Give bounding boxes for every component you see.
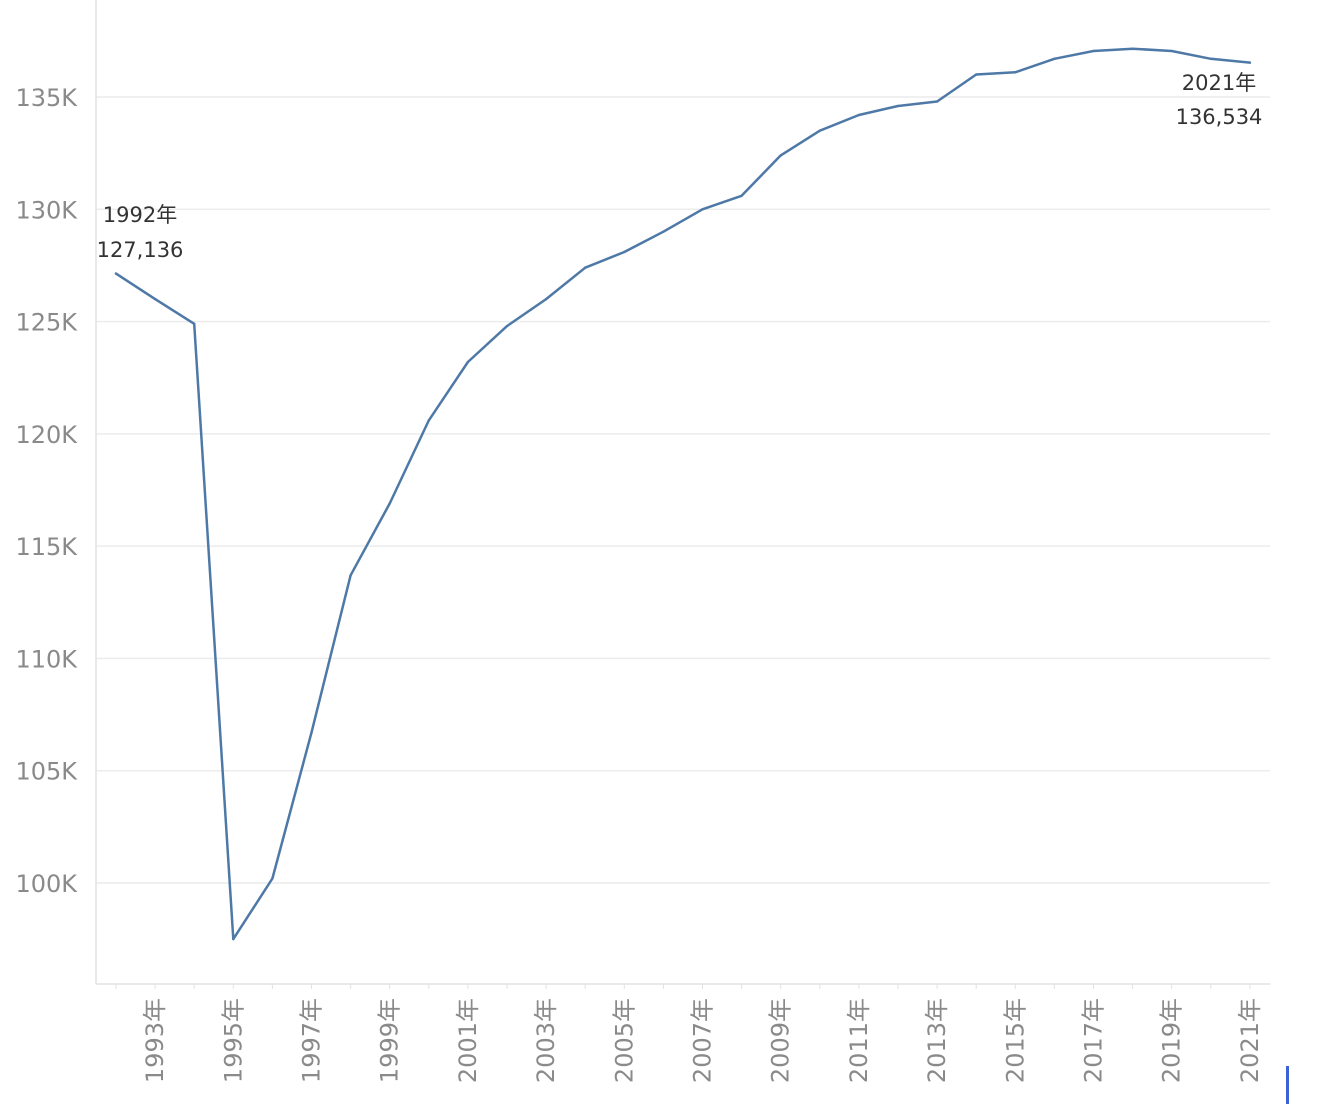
data-point-1994 (193, 322, 196, 326)
y-tick-label: 110K (15, 645, 78, 673)
data-point-2018 (1131, 47, 1134, 50)
x-tick-label: 1999年 (376, 998, 404, 1083)
data-point-2021 (1248, 61, 1252, 64)
x-tick-label: 1997年 (298, 998, 326, 1083)
annotation-2021: 2021年 136,534 (1176, 71, 1263, 129)
data-point-2013 (935, 100, 939, 103)
data-point-2011 (857, 113, 861, 117)
data-point-1995 (232, 937, 235, 941)
data-point-2001 (466, 360, 470, 364)
gridlines (96, 96, 1270, 884)
x-tick-label: 2013年 (923, 998, 951, 1083)
data-points (114, 47, 1252, 941)
data-point-2010 (818, 129, 821, 132)
data-point-2003 (544, 297, 548, 301)
x-tick-label: 2009年 (767, 998, 795, 1083)
y-tick-label: 105K (15, 758, 78, 786)
x-tick-label: 2007年 (689, 998, 717, 1083)
x-tick-label: 2001年 (454, 998, 482, 1083)
data-point-1996 (271, 877, 274, 880)
x-tick-label: 1993年 (141, 998, 169, 1083)
data-point-1997 (310, 731, 313, 734)
data-point-2014 (975, 73, 978, 76)
data-point-2002 (505, 324, 509, 328)
y-tick-label: 125K (15, 309, 78, 337)
annotation-1992-year: 1992年 (103, 203, 177, 227)
data-point-2000 (427, 419, 430, 422)
data-point-2006 (662, 230, 665, 233)
data-point-2017 (1092, 49, 1095, 53)
x-axis-tick-marks (115, 984, 1251, 989)
data-point-2016 (1053, 57, 1056, 61)
annotation-2021-year: 2021年 (1182, 71, 1256, 95)
x-tick-label: 2003年 (532, 998, 560, 1083)
text-cursor-marker (1286, 1066, 1289, 1104)
x-tick-label: 1995年 (219, 998, 247, 1083)
data-point-2005 (623, 250, 626, 254)
x-tick-label: 2015年 (1001, 998, 1029, 1083)
data-point-2004 (584, 266, 587, 269)
y-tick-label: 120K (15, 421, 78, 449)
annotation-1992: 1992年 127,136 (97, 203, 184, 262)
data-point-2015 (1014, 71, 1017, 74)
data-point-1998 (349, 574, 352, 577)
data-point-2008 (740, 194, 743, 198)
data-point-2009 (779, 154, 782, 157)
x-axis-tick-labels: 1993年 1995年 1997年 1999年 2001年 2003年 2005年 2007年… (141, 998, 1264, 1083)
x-tick-label: 2011年 (845, 998, 873, 1083)
y-tick-label: 130K (15, 196, 78, 224)
data-point-1993 (153, 297, 157, 301)
y-tick-label: 115K (15, 533, 78, 561)
data-point-2019 (1170, 49, 1173, 53)
data-point-1999 (388, 502, 391, 505)
annotation-2021-value: 136,534 (1176, 105, 1263, 129)
series-line (114, 47, 1252, 941)
data-point-2007 (701, 208, 704, 211)
y-tick-label: 100K (15, 870, 78, 898)
x-tick-label: 2019年 (1158, 998, 1186, 1083)
x-tick-label: 2021年 (1236, 998, 1264, 1083)
y-tick-label: 135K (15, 84, 78, 112)
x-tick-label: 2005年 (610, 998, 638, 1083)
data-point-1992 (114, 272, 118, 275)
data-point-2012 (896, 104, 900, 108)
annotation-1992-value: 127,136 (97, 238, 184, 262)
y-axis-tick-labels: 100K 105K 110K 115K 120K 125K 130K 135K (15, 84, 78, 898)
x-tick-label: 2017年 (1080, 998, 1108, 1083)
data-point-2020 (1209, 57, 1213, 61)
